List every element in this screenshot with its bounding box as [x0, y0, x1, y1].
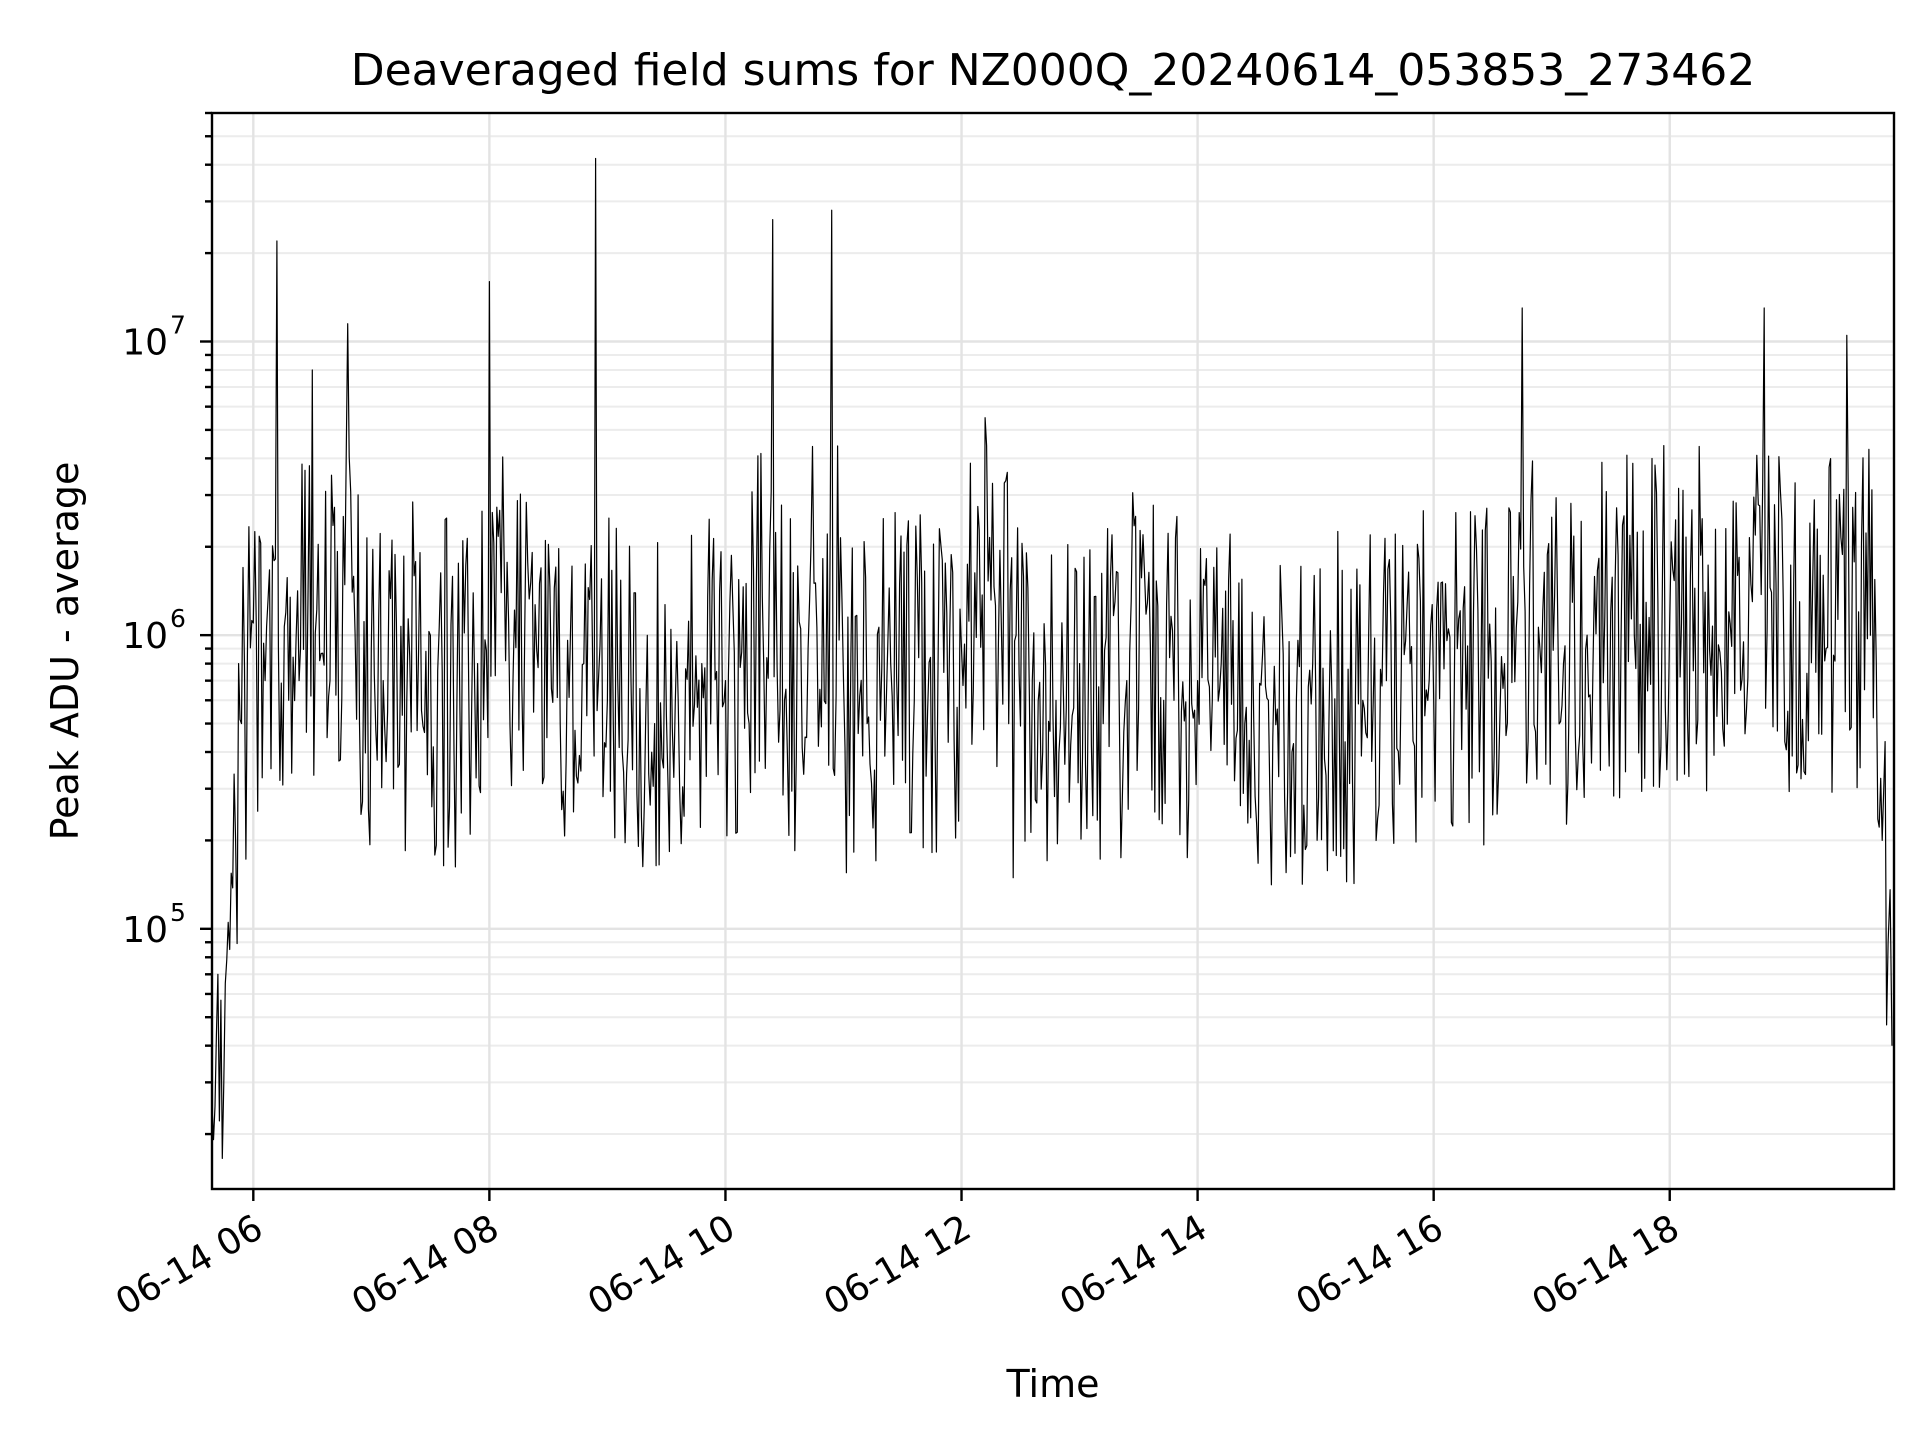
series-line [211, 157, 1893, 1159]
x-axis-label: Time [1006, 1362, 1100, 1406]
y-tick-exponent: 7 [170, 311, 186, 340]
x-tick-label: 06-14 18 [1526, 1207, 1687, 1323]
y-tick-label: 10 [122, 910, 168, 951]
chart-title: Deaveraged field sums for NZ000Q_2024061… [351, 45, 1756, 96]
series-layer [211, 157, 1893, 1159]
y-tick-label: 10 [122, 616, 168, 657]
y-tick-exponent: 5 [170, 898, 186, 927]
x-tick-label: 06-14 10 [581, 1207, 742, 1323]
y-tick-label: 10 [122, 323, 168, 364]
x-tick-label: 06-14 08 [345, 1207, 506, 1323]
y-axis-label: Peak ADU - average [43, 462, 87, 841]
x-tick-label: 06-14 16 [1289, 1207, 1450, 1323]
y-tick-exponent: 6 [170, 604, 186, 633]
x-tick-label: 06-14 14 [1053, 1207, 1214, 1323]
x-tick-label: 06-14 12 [817, 1207, 978, 1323]
x-tick-label: 06-14 06 [109, 1207, 270, 1323]
plot-frame [210, 111, 1896, 1191]
grid [212, 112, 1894, 1189]
